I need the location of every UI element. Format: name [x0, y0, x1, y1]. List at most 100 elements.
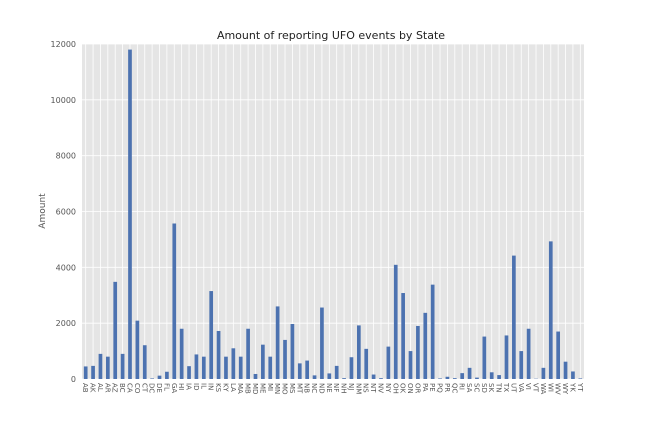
x-tick-label: YT	[576, 382, 584, 392]
y-axis-label: Amount	[38, 193, 48, 229]
x-axis-ticks: AB AK AL AR AZ BC CA CO CT DC DE FL GA HI IA ID IL IN KS KY…	[81, 382, 584, 395]
bar-ma	[238, 356, 243, 379]
bar-nj	[349, 357, 354, 379]
bars	[83, 49, 583, 379]
bar-ct	[142, 345, 147, 379]
bar-md	[253, 373, 258, 379]
x-tick-label: AR	[103, 383, 111, 393]
bar-mi	[268, 356, 273, 379]
x-tick-label: RI	[458, 383, 466, 390]
x-tick-label: TX	[502, 382, 510, 392]
x-tick-label: ID	[192, 383, 200, 390]
y-tick-label: 0	[71, 375, 76, 384]
y-tick-label: 8000	[56, 152, 76, 161]
x-tick-label: ME	[258, 383, 266, 393]
bar-sc	[475, 377, 479, 379]
y-tick-label: 2000	[56, 319, 76, 328]
x-tick-label: SA	[465, 383, 473, 393]
x-tick-label: MA	[236, 383, 244, 394]
bar-wv	[556, 331, 561, 379]
x-tick-label: NJ	[347, 383, 355, 390]
bar-al	[98, 353, 103, 379]
bar-ak	[91, 365, 95, 379]
x-tick-label: TN	[495, 382, 503, 393]
x-tick-label: SC	[472, 383, 480, 392]
x-tick-label: HI	[177, 383, 185, 390]
x-tick-label: KS	[214, 383, 222, 393]
x-tick-label: DE	[155, 383, 163, 393]
bar-wa	[541, 367, 546, 379]
x-tick-label: CO	[133, 383, 141, 394]
bar-sk	[489, 372, 494, 379]
x-tick-label: NB	[303, 383, 311, 393]
x-tick-label: SD	[480, 383, 488, 393]
y-tick-label: 10000	[51, 96, 76, 105]
x-tick-label: PR	[443, 383, 451, 392]
bar-wi	[548, 241, 553, 379]
bar-pr	[445, 376, 450, 379]
bar-tn	[497, 375, 501, 379]
x-tick-label: WV	[554, 383, 562, 395]
bar-mo	[283, 339, 287, 379]
x-tick-label: NM	[354, 383, 362, 394]
x-tick-label: NF	[332, 383, 340, 392]
bar-ok	[401, 293, 405, 379]
bar-ca	[128, 49, 132, 379]
bar-ut	[512, 255, 516, 379]
x-tick-label: MD	[251, 383, 259, 394]
x-tick-label: WA	[539, 383, 547, 395]
bar-ms	[290, 324, 295, 379]
bar-vi	[526, 328, 531, 379]
x-tick-label: QC	[450, 383, 458, 394]
bar-la	[231, 348, 236, 379]
x-tick-label: ON	[406, 383, 414, 394]
grid-lines	[82, 43, 584, 380]
x-tick-label: KY	[221, 383, 229, 392]
x-tick-label: GA	[170, 383, 178, 393]
bar-ar	[105, 356, 110, 379]
bar-pa	[423, 312, 428, 379]
x-tick-label: NV	[376, 383, 384, 393]
bar-mn	[275, 306, 280, 379]
x-tick-label: FL	[162, 383, 170, 391]
bar-va	[519, 351, 524, 379]
bar-mb	[246, 328, 250, 379]
bar-ne	[327, 373, 332, 379]
x-tick-label: MO	[281, 383, 289, 395]
bar-oh	[393, 264, 398, 379]
x-tick-label: MT	[295, 383, 303, 394]
bar-nc	[312, 375, 317, 379]
bar-bc	[120, 353, 125, 379]
bar-yt	[578, 378, 583, 379]
bar-nh	[342, 378, 346, 379]
y-tick-label: 12000	[51, 40, 76, 49]
x-tick-label: VA	[517, 383, 525, 392]
bar-fl	[165, 371, 169, 379]
x-tick-label: MB	[244, 383, 252, 394]
x-tick-label: CT	[140, 383, 148, 393]
x-tick-label: OR	[413, 383, 421, 394]
x-tick-label: IN	[207, 383, 215, 390]
bar-me	[261, 344, 265, 379]
x-tick-label: IL	[199, 383, 207, 389]
x-tick-label: AL	[96, 383, 104, 392]
x-tick-label: SK	[487, 383, 495, 392]
bar-nd	[320, 307, 324, 379]
bar-id	[194, 354, 199, 379]
bar-sd	[482, 336, 487, 379]
bar-tx	[504, 335, 509, 379]
bar-il	[201, 356, 206, 379]
bar-qc	[452, 378, 457, 379]
x-tick-label: LA	[229, 383, 237, 392]
x-tick-label: WY	[561, 383, 569, 395]
bar-co	[135, 320, 140, 379]
bar-ab	[83, 366, 88, 379]
x-tick-label: NS	[362, 383, 370, 393]
bar-nt	[371, 374, 376, 379]
bar-de	[157, 375, 162, 379]
x-tick-label: YK	[568, 382, 576, 392]
y-tick-label: 6000	[56, 208, 76, 217]
bar-mt	[297, 363, 302, 379]
x-tick-label: VT	[532, 383, 540, 393]
y-tick-label: 4000	[56, 263, 76, 272]
